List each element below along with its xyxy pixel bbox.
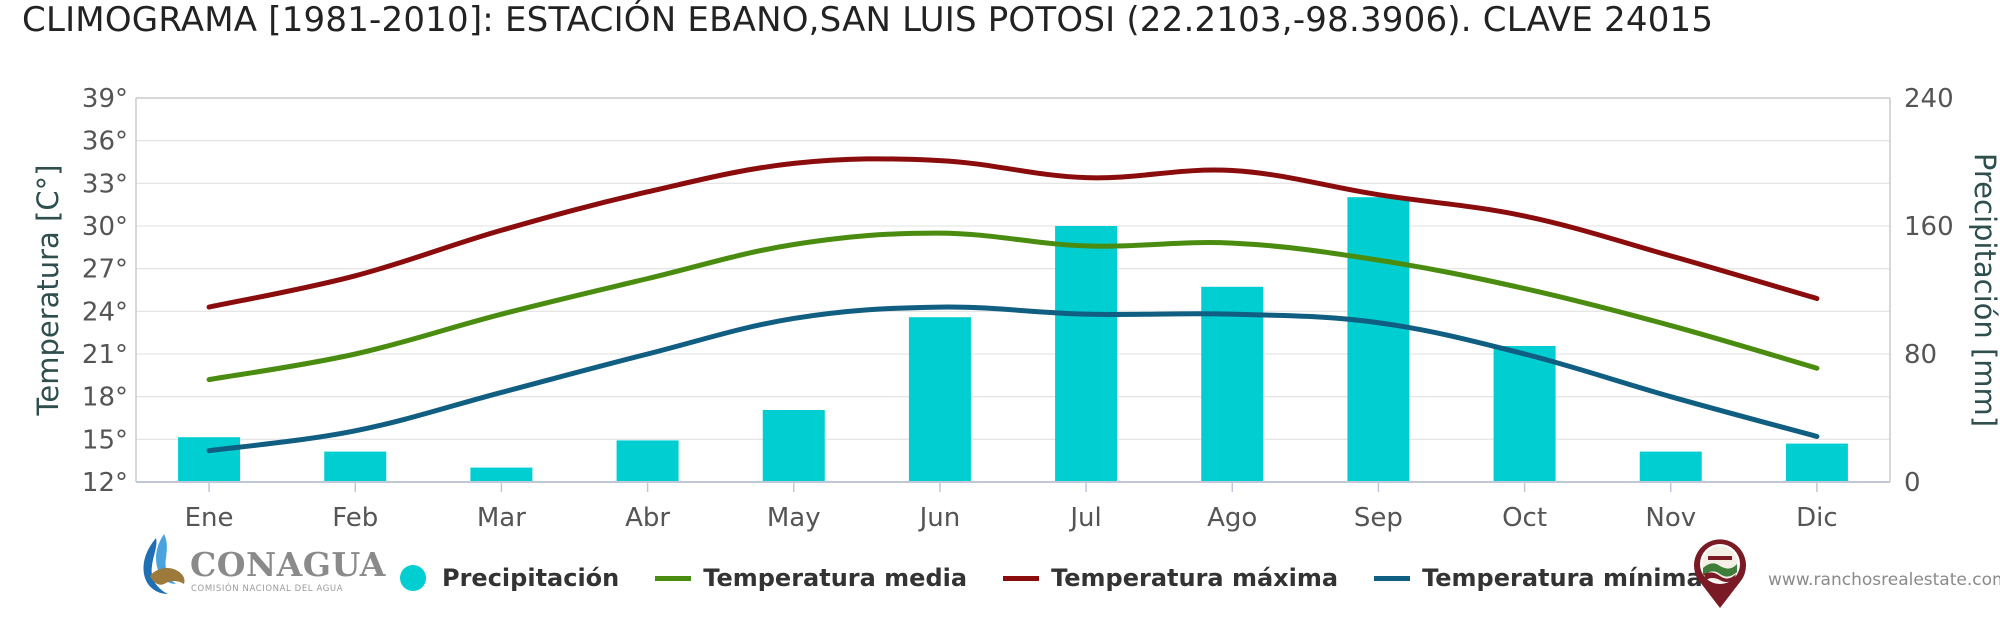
legend-item-maxima[interactable]: Temperatura máxima (1003, 564, 1338, 592)
precip-bar (1347, 197, 1410, 482)
line-temperatura-maxima (206, 156, 1820, 310)
y-left-tick-label: 27° (82, 255, 128, 285)
legend-label-precip: Precipitación (442, 564, 620, 592)
precip-bars (178, 197, 1848, 482)
x-tick-label: Sep (1354, 503, 1403, 533)
ranchos-logo-icon (1694, 539, 1746, 608)
legend-label-media: Temperatura media (703, 564, 968, 592)
website-url: www.ranchosrealestate.com (1768, 570, 2000, 590)
y-left-tick-label: 12° (82, 468, 128, 498)
line-temperatura-minima (206, 304, 1820, 454)
y-right-tick-label: 240 (1904, 84, 1954, 114)
legend-swatch-minima (1374, 575, 1411, 581)
line-temperatura-media (206, 230, 1820, 383)
legend-label-minima: Temperatura mínima (1422, 564, 1703, 592)
x-tick-label: Jul (1068, 503, 1101, 533)
legend: Precipitación Temperatura media Temperat… (400, 560, 1739, 596)
y-right-tick-label: 80 (1904, 340, 1937, 370)
precip-bar (470, 467, 533, 482)
y-left-tick-label: 39° (82, 84, 128, 114)
legend-item-precip[interactable]: Precipitación (400, 564, 619, 592)
precip-bar (1493, 346, 1556, 482)
axes (135, 97, 1891, 492)
precip-bar (616, 440, 679, 482)
grid-lines (136, 97, 1890, 483)
y-left-tick-label: 33° (82, 169, 128, 199)
axis-labels: 12° 15° 18° 21° 24° 27° 30° 33° 36° 39° 0 80 160 240 E… (31, 84, 2000, 533)
legend-swatch-maxima (1003, 575, 1040, 581)
temperature-lines (206, 156, 1820, 454)
y-right-axis-title: Precipitación [mm] (1968, 153, 2000, 427)
y-right-tick-label: 160 (1904, 212, 1954, 242)
y-left-tick-label: 36° (82, 127, 128, 157)
y-left-tick-label: 18° (82, 383, 128, 413)
x-tick-label: Oct (1502, 503, 1547, 533)
y-left-tick-label: 21° (82, 340, 128, 370)
precip-bar (178, 437, 241, 482)
x-tick-label: Nov (1645, 503, 1696, 533)
precip-bar (324, 451, 387, 482)
precip-bar (762, 410, 825, 482)
chart-title: CLIMOGRAMA [1981-2010]: ESTACIÓN EBANO,S… (22, 0, 1714, 40)
x-tick-label: Ago (1207, 503, 1257, 533)
precip-bar (1055, 226, 1118, 482)
x-tick-label: Ene (185, 503, 234, 533)
x-tick-label: Abr (625, 503, 670, 533)
y-right-tick-label: 0 (1904, 468, 1921, 498)
x-tick-label: Dic (1796, 503, 1838, 533)
conagua-logo-icon (143, 534, 185, 594)
legend-item-minima[interactable]: Temperatura mínima (1374, 564, 1703, 592)
precip-bar (1201, 286, 1264, 482)
x-tick-label: Feb (332, 503, 378, 533)
x-tick-label: May (767, 503, 821, 533)
precip-bar (1639, 451, 1702, 482)
y-left-tick-label: 24° (82, 297, 128, 327)
legend-label-maxima: Temperatura máxima (1051, 564, 1339, 592)
legend-item-media[interactable]: Temperatura media (655, 564, 967, 592)
legend-swatch-precip (400, 565, 426, 591)
y-left-axis-title: Temperatura [C°] (31, 165, 65, 417)
precip-bar (1785, 443, 1848, 482)
y-left-tick-label: 30° (82, 212, 128, 242)
conagua-logo-text: CONAGUA (190, 545, 386, 584)
conagua-logo-subtitle: COMISIÓN NACIONAL DEL AGUA (191, 584, 344, 594)
legend-swatch-media (655, 575, 692, 581)
x-tick-label: Jun (918, 503, 961, 533)
x-tick-label: Mar (477, 503, 526, 533)
y-left-tick-label: 15° (82, 425, 128, 455)
precip-bar (908, 317, 971, 482)
